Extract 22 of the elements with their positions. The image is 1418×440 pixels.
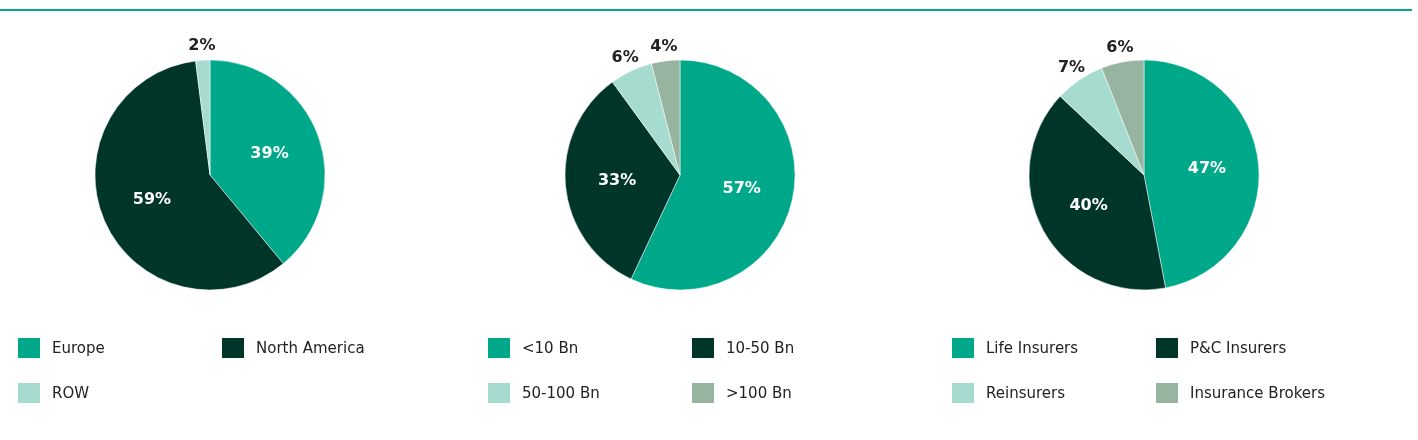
legend-label: Reinsurers xyxy=(986,383,1066,402)
data-label: 7% xyxy=(1057,57,1086,77)
legend-label: ROW xyxy=(52,383,90,402)
data-label: 4% xyxy=(650,36,678,56)
legend-label: North America xyxy=(256,338,365,357)
legend-label: <10 Bn xyxy=(522,338,579,357)
legend-label: Europe xyxy=(52,338,105,357)
legend-label: Life Insurers xyxy=(986,338,1079,357)
data-label: 47% xyxy=(1187,158,1227,178)
data-label: 33% xyxy=(597,170,637,190)
data-label: 6% xyxy=(611,47,639,67)
legend-label: Insurance Brokers xyxy=(1190,383,1326,402)
legend-label: 50-100 Bn xyxy=(522,383,600,402)
data-label: 39% xyxy=(250,142,289,162)
legend-label: P&C Insurers xyxy=(1190,338,1287,357)
data-label: 57% xyxy=(722,177,761,197)
data-label: 40% xyxy=(1069,194,1108,214)
legend-label: 10-50 Bn xyxy=(726,338,795,357)
data-label: 6% xyxy=(1106,37,1134,57)
data-label: 2% xyxy=(188,35,216,55)
data-label: 59% xyxy=(132,189,172,209)
legend-label: >100 Bn xyxy=(726,383,792,402)
